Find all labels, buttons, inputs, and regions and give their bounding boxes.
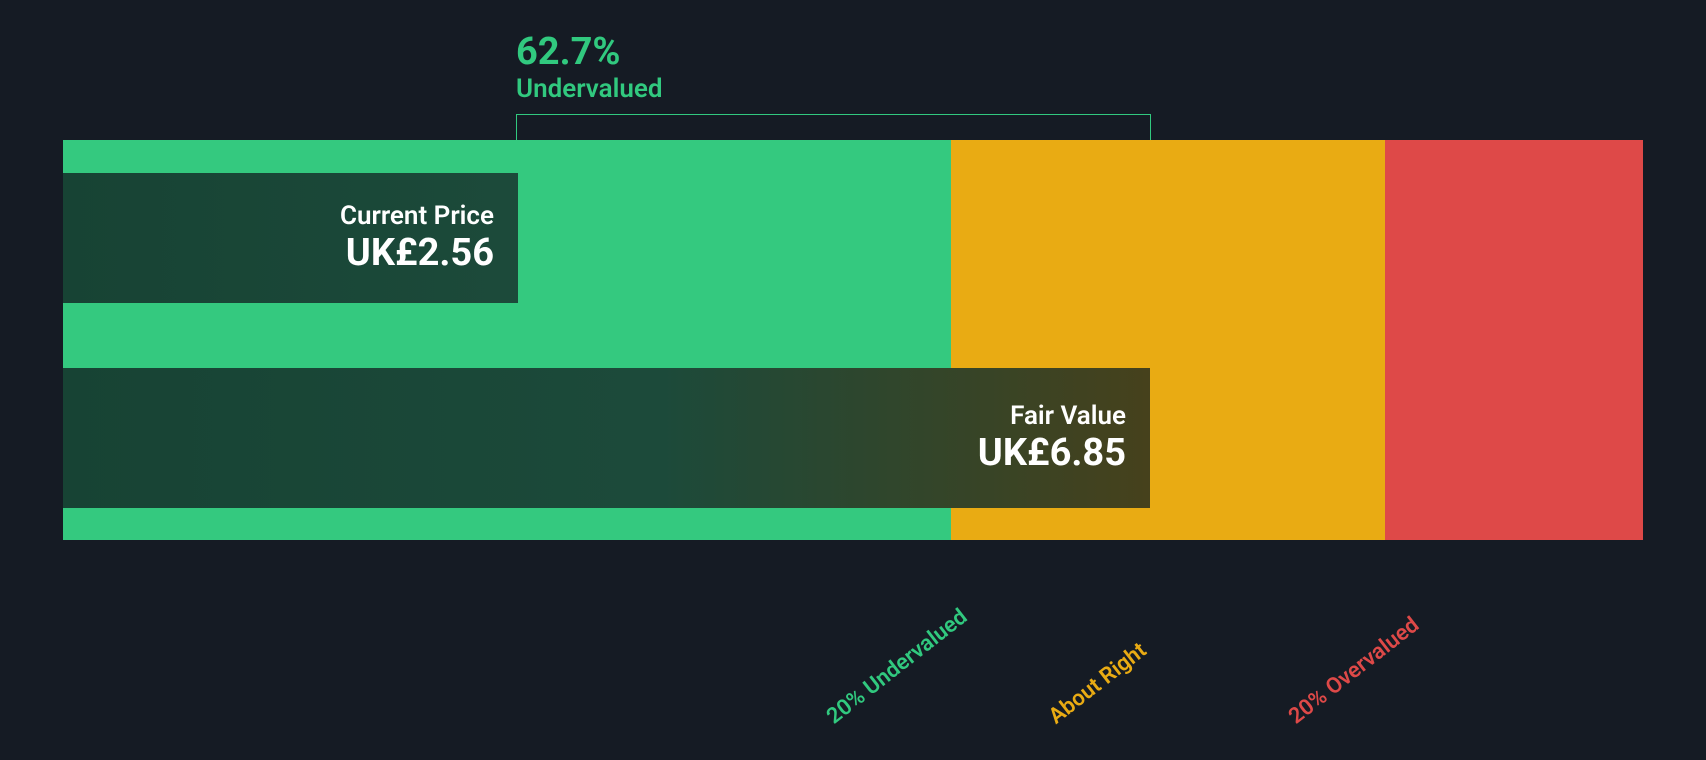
overvalued-axis-label: 20% Overvalued <box>1284 612 1424 729</box>
current-price-bar: Current Price UK£2.56 <box>63 173 518 303</box>
current-price-label: Current Price <box>340 201 494 231</box>
bracket-top <box>516 114 1150 115</box>
current-price-value: UK£2.56 <box>346 231 494 275</box>
about-right-axis-label: About Right <box>1044 638 1151 729</box>
bracket-right <box>1150 114 1151 140</box>
undervalued-axis-label: 20% Undervalued <box>822 604 972 729</box>
headline: 62.7% Undervalued <box>516 30 663 104</box>
bracket-left <box>516 114 517 140</box>
valuation-chart: 62.7% Undervalued Current Price UK£2.56 … <box>0 0 1706 760</box>
headline-label: Undervalued <box>516 74 663 104</box>
fair-value-bar: Fair Value UK£6.85 <box>63 368 1150 508</box>
overvalued-zone <box>1385 140 1643 540</box>
fair-value-value: UK£6.85 <box>978 431 1126 475</box>
headline-percent: 62.7% <box>516 30 663 74</box>
fair-value-label: Fair Value <box>1010 401 1126 431</box>
